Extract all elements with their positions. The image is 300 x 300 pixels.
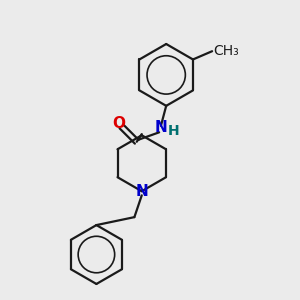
- Text: O: O: [112, 116, 126, 131]
- Text: H: H: [167, 124, 179, 138]
- Text: CH₃: CH₃: [214, 44, 239, 58]
- Text: N: N: [154, 119, 167, 134]
- Text: N: N: [135, 184, 148, 199]
